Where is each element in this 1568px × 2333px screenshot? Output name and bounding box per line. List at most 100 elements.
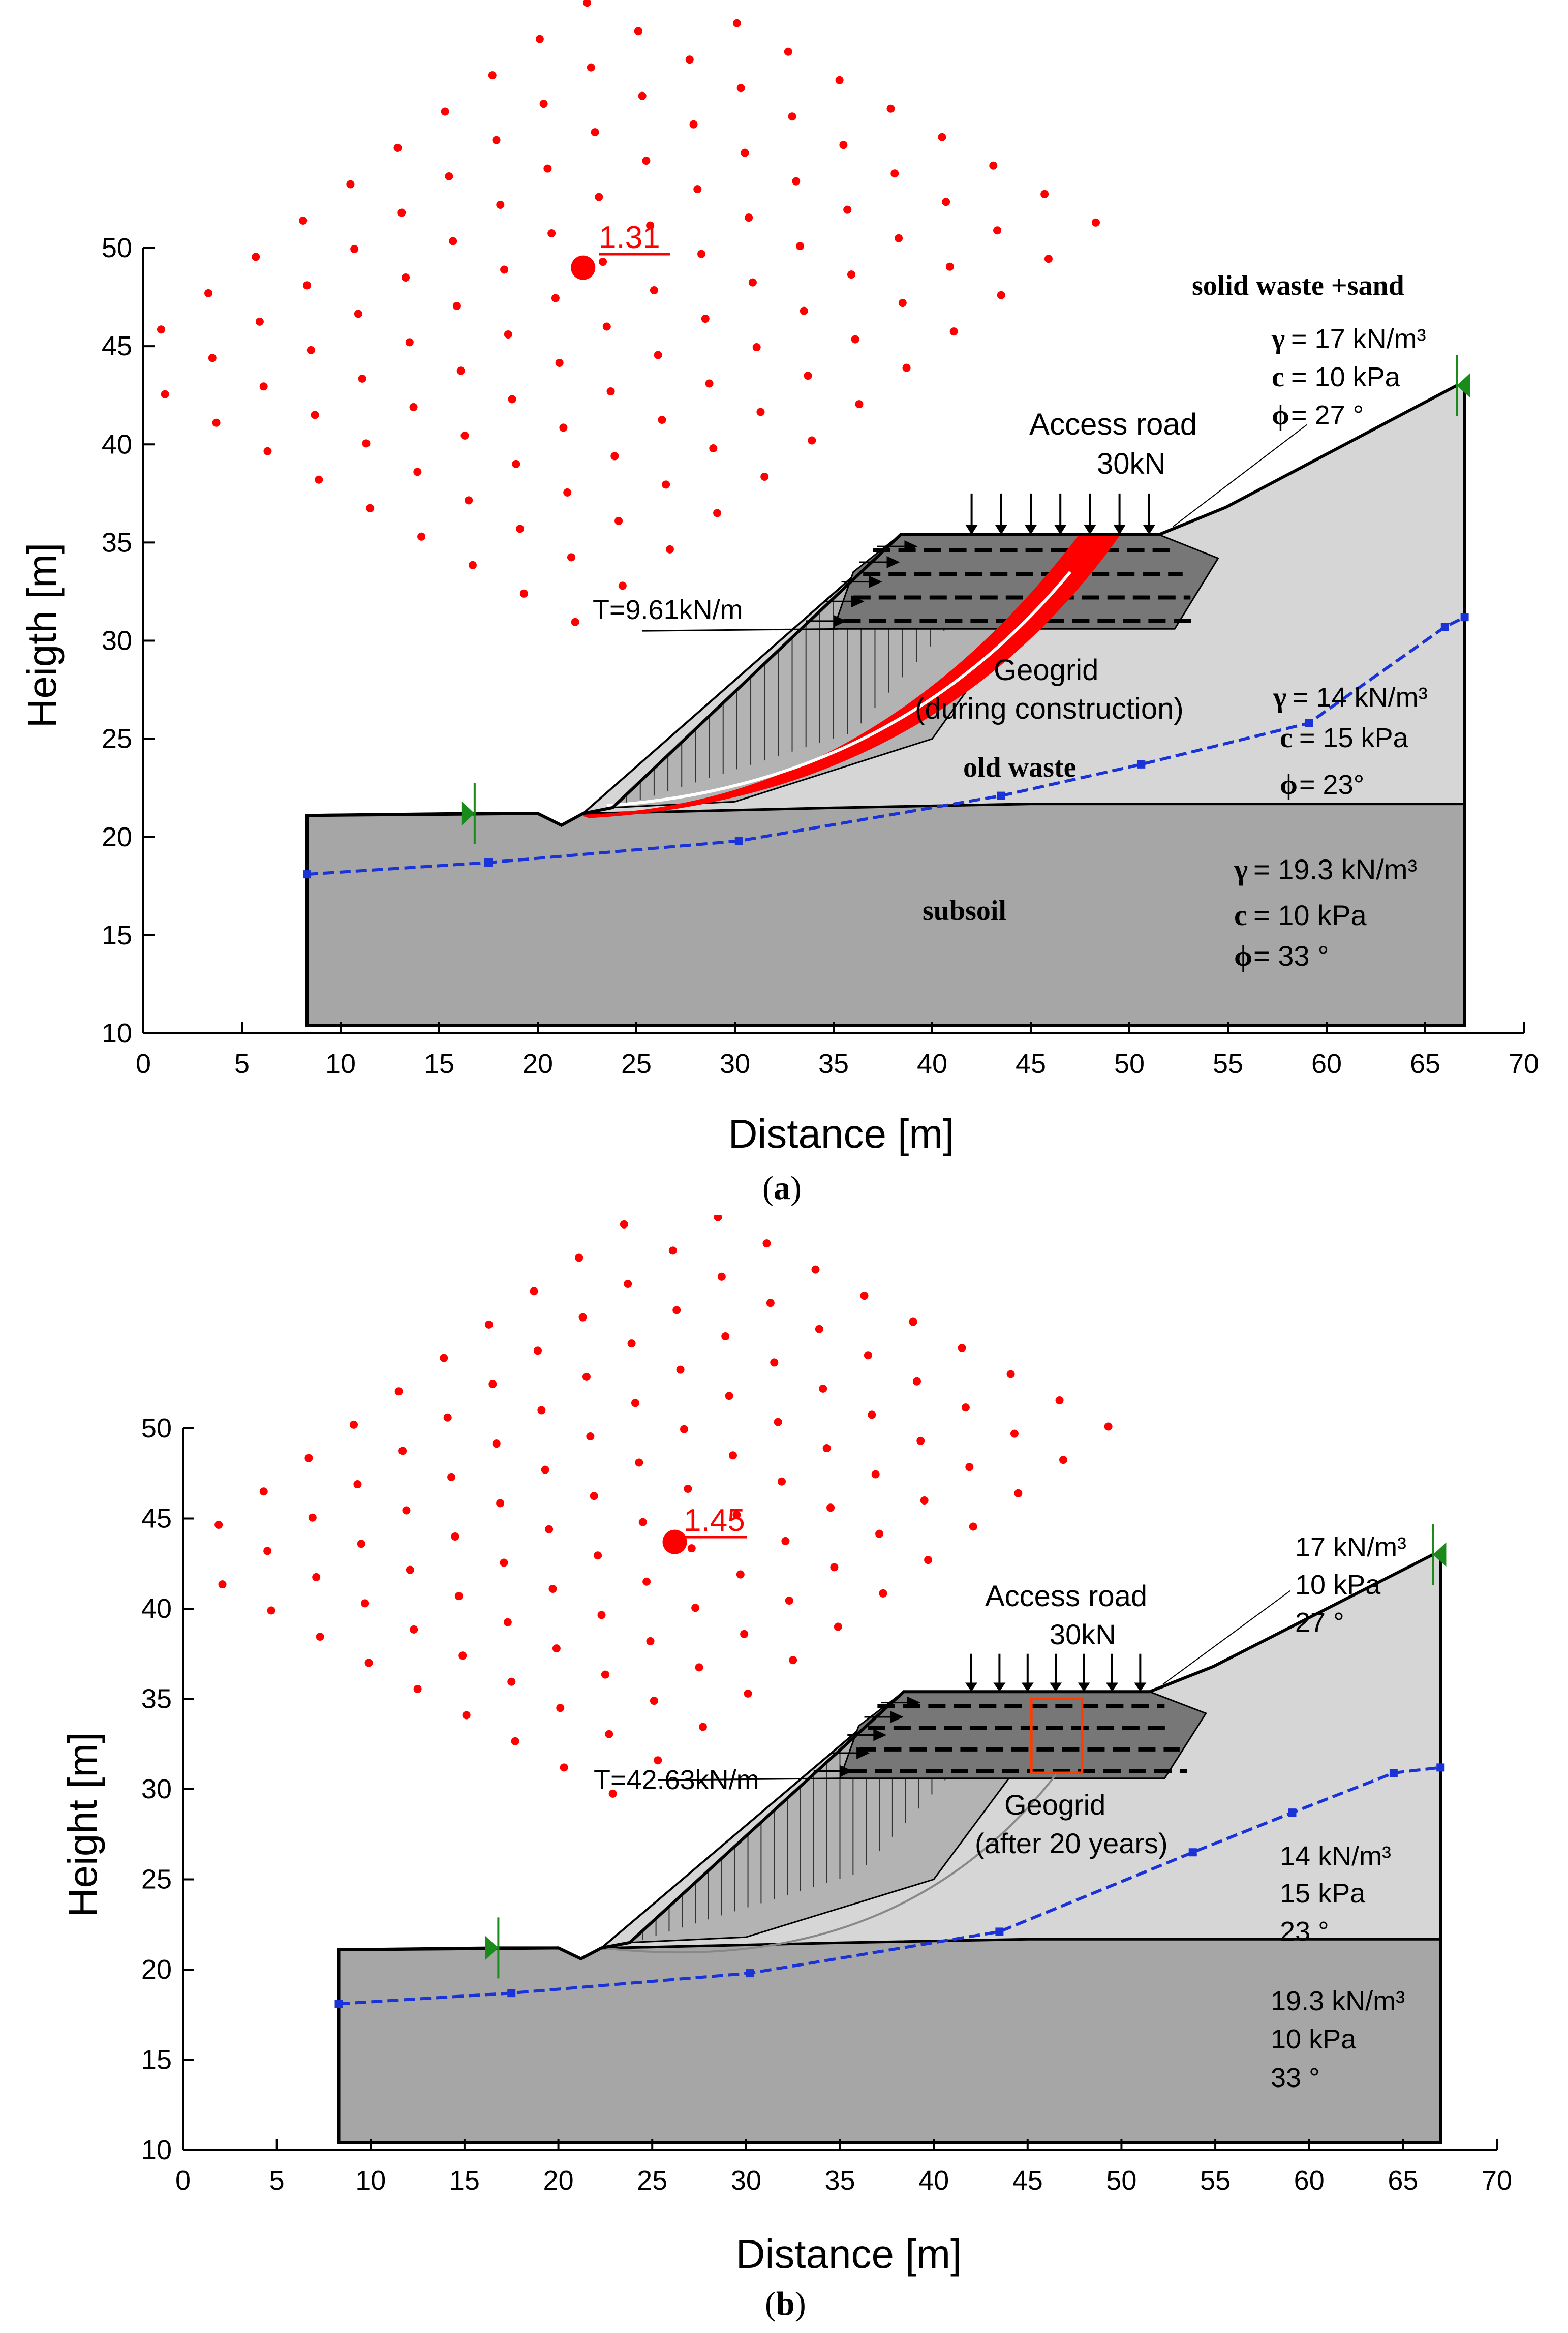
- grid-point: [590, 1492, 598, 1500]
- x-tick-label: 25: [621, 1049, 652, 1079]
- load-value-a: 30kN: [1097, 447, 1165, 480]
- grid-point: [819, 1384, 827, 1393]
- grid-point: [610, 452, 619, 461]
- phreatic-line: [339, 1766, 1441, 2006]
- phreatic-point: [734, 837, 743, 845]
- material-subsoil-phi-a: = 33 °: [1253, 940, 1329, 972]
- load-arrow-head: [1078, 1682, 1090, 1692]
- grid-point: [397, 208, 406, 217]
- grid-point: [358, 374, 366, 383]
- grid-point: [394, 1387, 403, 1396]
- grid-point: [571, 618, 579, 626]
- slope-stability-panel-a: 0 5 10 15 20 25 30 35 40 45 50 55 60 65 70 10 15 20 25 30 35…: [19, 0, 1539, 1156]
- grid-point: [740, 1630, 749, 1638]
- load-arrow-head: [1021, 1682, 1034, 1692]
- phreatic-point: [1389, 1769, 1398, 1777]
- grid-point: [204, 289, 213, 297]
- phreatic-point: [746, 1969, 754, 1978]
- grid-point: [315, 475, 323, 484]
- grid-point: [830, 1563, 839, 1572]
- x-tick-label: 55: [1213, 1049, 1243, 1079]
- grid-point: [713, 509, 722, 517]
- grid-point: [543, 164, 552, 173]
- material-subsoil-gamma-a: = 19.3 kN/m³: [1253, 853, 1417, 885]
- grid-point: [263, 447, 272, 455]
- grid-point: [563, 488, 572, 497]
- x-tick-label: 10: [355, 2165, 386, 2196]
- grid-point: [548, 1584, 557, 1593]
- grid-point: [638, 91, 647, 100]
- y-tick-label: 15: [141, 2045, 172, 2075]
- grid-point: [689, 120, 698, 129]
- axes-b: 0 5 10 15 20 25 30 35 40 45 50 55 60 65 70 10 15 20 25 30 35…: [141, 1413, 1512, 2196]
- material-subsoil-c-a: = 10 kPa: [1253, 899, 1367, 931]
- grid-point: [1104, 1422, 1113, 1431]
- load-arrow-head: [1143, 525, 1155, 535]
- grid-point: [834, 1622, 842, 1631]
- grid-point: [507, 1677, 516, 1686]
- load-arrow-head: [1113, 525, 1126, 535]
- grid-point: [701, 315, 710, 323]
- phreatic-point: [1188, 1848, 1197, 1857]
- grid-point: [606, 387, 615, 395]
- grid-point: [942, 198, 950, 206]
- grid-point: [312, 1573, 321, 1581]
- grid-point: [717, 1272, 726, 1281]
- grid-point: [357, 1540, 365, 1548]
- material-leader: [1162, 1590, 1291, 1685]
- grid-point: [736, 1570, 745, 1579]
- grid-points-a: [157, 0, 1100, 626]
- grid-point: [997, 291, 1005, 299]
- grid-point: [605, 1730, 613, 1738]
- grid-point: [650, 1697, 658, 1705]
- x-tick-label: 65: [1410, 1049, 1440, 1079]
- y-tick-label: 40: [141, 1593, 172, 1624]
- grid-point: [460, 431, 469, 440]
- grid-point: [875, 1529, 884, 1538]
- grid-point: [811, 1265, 820, 1274]
- grid-point: [468, 561, 477, 569]
- material-solid-waste-c-a: = 10 kPa: [1291, 362, 1401, 392]
- grid-point: [591, 128, 599, 137]
- grid-point: [364, 1659, 373, 1667]
- slip-surface-outline: [606, 571, 1071, 807]
- phreatic-point: [484, 858, 493, 867]
- material-solid-waste-phi-sym-a: ϕ: [1272, 400, 1289, 431]
- grid-point: [366, 504, 375, 512]
- x-axis-label-b: Distance [m]: [736, 2231, 962, 2277]
- material-subsoil-c-b: 10 kPa: [1271, 2024, 1357, 2054]
- grid-point: [608, 1789, 617, 1798]
- grid-point: [402, 273, 410, 282]
- y-tick-label: 25: [141, 1864, 172, 1895]
- grid-point: [586, 1432, 595, 1440]
- grid-point: [443, 1413, 452, 1422]
- x-tick-label: 35: [824, 2165, 855, 2196]
- x-tick-label: 45: [1016, 1049, 1046, 1079]
- phreatic-point: [1436, 1763, 1445, 1772]
- grid-point: [398, 1447, 407, 1455]
- grid-point: [725, 1392, 733, 1400]
- load-arrow-head: [995, 525, 1007, 535]
- reinforcement-force-b: T=42.63kN/m: [594, 1765, 759, 1795]
- y-tick-label: 45: [141, 1503, 172, 1534]
- grid-point: [559, 423, 568, 432]
- material-old-waste-c-a: = 15 kPa: [1299, 723, 1409, 753]
- x-tick-label: 50: [1114, 1049, 1145, 1079]
- geogrid-overstressed-zone: [1030, 1698, 1084, 1774]
- grid-point: [638, 1518, 647, 1526]
- grid-point: [567, 553, 575, 562]
- load-arrow-head: [1105, 1682, 1118, 1692]
- grid-point: [732, 1511, 741, 1519]
- grid-point: [441, 107, 449, 116]
- critical-slip-surface: [601, 1774, 1057, 1954]
- x-tick-label: 60: [1311, 1049, 1342, 1079]
- grid-point: [614, 516, 623, 525]
- grid-point: [535, 35, 544, 43]
- x-tick-label: 30: [731, 2165, 761, 2196]
- grid-point: [752, 343, 761, 352]
- material-solid-waste-gamma-a: = 17 kN/m³: [1291, 324, 1426, 354]
- x-tick-label: 5: [269, 2165, 285, 2196]
- tension-arrow-head: [869, 575, 882, 588]
- phreatic-point: [1305, 719, 1313, 727]
- grid-point: [263, 1547, 272, 1555]
